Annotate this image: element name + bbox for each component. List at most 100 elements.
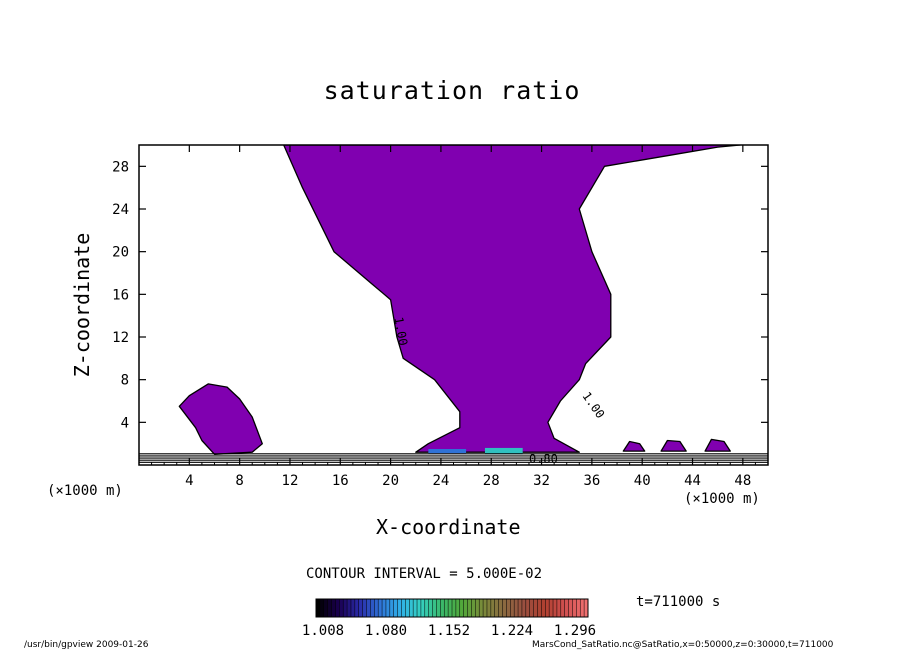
colorbar-swatch [537, 599, 542, 617]
colorbar-swatch [339, 599, 344, 617]
colorbar-swatch [417, 599, 422, 617]
colorbar-swatch [405, 599, 410, 617]
colorbar-swatch [553, 599, 558, 617]
colorbar-tick-label: 1.296 [554, 623, 596, 639]
filled-contour-regions [178, 145, 741, 455]
mid-ratio-band [428, 449, 467, 454]
colorbar-swatch [335, 599, 340, 617]
y-tick-label: 12 [112, 330, 129, 346]
colorbar-swatch [580, 599, 585, 617]
colorbar-swatch [459, 599, 464, 617]
x-unit-label-right: (×1000 m) [684, 491, 760, 507]
colorbar-swatch [316, 599, 321, 617]
colorbar-swatch [510, 599, 515, 617]
colorbar-swatch [362, 599, 367, 617]
region-right-blob-2 [660, 439, 687, 452]
colorbar-swatch [409, 599, 414, 617]
colorbar-swatch [564, 599, 569, 617]
colorbar-swatch [525, 599, 531, 617]
colorbar-swatch [444, 599, 449, 617]
colorbar-swatch [452, 599, 457, 617]
colorbar-swatch [343, 599, 348, 617]
colorbar-swatch [319, 599, 325, 617]
colorbar-tick-label: 1.080 [365, 623, 407, 639]
colorbar-swatch [494, 599, 499, 617]
colorbar-swatch [413, 599, 418, 617]
colorbar-swatch [533, 599, 538, 617]
high-ratio-band [484, 447, 523, 455]
colorbar-swatch [354, 599, 360, 617]
y-axis-label: Z-coordinate [70, 232, 94, 378]
colorbar-swatch [506, 599, 511, 617]
colorbar-swatch [378, 599, 383, 617]
colorbar-swatch [358, 599, 363, 617]
colorbar-swatch [483, 599, 488, 617]
footer-program-date: /usr/bin/gpview 2009-01-26 [24, 640, 149, 650]
colorbar-swatch [560, 599, 565, 617]
colorbar-swatch [350, 599, 356, 617]
contour-interval-text: CONTOUR INTERVAL = 5.000E-02 [306, 566, 543, 582]
region-left-cloud [178, 383, 263, 455]
contour-label: 0.80 [529, 452, 558, 466]
colorbar-swatch [448, 599, 453, 617]
region-main-plume [283, 145, 741, 453]
colorbar-swatch [549, 599, 554, 617]
x-axis-ticks: 4 8 12 16 20 24 28 32 36 40 44 48 [151, 145, 756, 489]
colorbar-swatch [467, 599, 472, 617]
colorbar-swatch [382, 599, 387, 617]
y-tick-label: 28 [112, 159, 129, 175]
x-tick-label: 44 [684, 473, 701, 489]
region-right-blob-1 [622, 440, 646, 452]
colorbar-swatch [327, 599, 332, 617]
colorbar-tick-label: 1.008 [302, 623, 344, 639]
x-tick-label: 24 [432, 473, 449, 489]
colorbar-swatch [572, 599, 577, 617]
colorbar-swatch [576, 599, 581, 617]
colorbar-swatch [584, 599, 589, 617]
colorbar-swatch [420, 599, 426, 617]
colorbar-swatch [366, 599, 371, 617]
colorbar-swatch [529, 599, 534, 617]
chart-title: saturation ratio [323, 76, 581, 105]
colorbar-swatch [502, 599, 507, 617]
colorbar-tick-label: 1.152 [428, 623, 470, 639]
colorbar-swatch [428, 599, 433, 617]
colorbar-swatch [475, 599, 480, 617]
colorbar-swatch [393, 599, 398, 617]
x-axis-label: X-coordinate [376, 515, 521, 539]
colorbar-swatch [568, 599, 573, 617]
x-tick-label: 4 [185, 473, 193, 489]
colorbar-swatch [440, 599, 445, 617]
colorbar-swatch [490, 599, 496, 617]
colorbar-swatch [424, 599, 429, 617]
colorbar-swatch [401, 599, 406, 617]
colorbar-swatch [514, 599, 519, 617]
colorbar-swatch [385, 599, 391, 617]
y-tick-label: 8 [121, 373, 129, 389]
x-tick-label: 20 [382, 473, 399, 489]
x-tick-label: 36 [583, 473, 600, 489]
colorbar-swatch [389, 599, 395, 617]
x-tick-label: 32 [533, 473, 550, 489]
colorbar-swatch [436, 599, 441, 617]
colorbar-swatch [541, 599, 546, 617]
colorbar-swatch [370, 599, 375, 617]
x-tick-label: 12 [282, 473, 299, 489]
footer-data-source: MarsCond_SatRatio.nc@SatRatio,x=0:50000,… [532, 640, 834, 650]
region-right-blob-3 [704, 438, 731, 452]
colorbar-swatch [479, 599, 484, 617]
colorbar-swatch [347, 599, 352, 617]
colorbar-swatch [545, 599, 550, 617]
colorbar-swatch [397, 599, 402, 617]
colorbar-frame [315, 598, 589, 618]
colorbar-swatch [331, 599, 336, 617]
colorbar-swatch [432, 599, 437, 617]
colorbar-swatch [463, 599, 468, 617]
contour-label: 1.00 [391, 316, 410, 347]
contour-label: 1.00 [579, 389, 607, 421]
colorbar-swatch [374, 599, 379, 617]
y-tick-label: 20 [112, 245, 129, 261]
x-tick-label: 16 [332, 473, 349, 489]
colorbar-swatch [471, 599, 476, 617]
